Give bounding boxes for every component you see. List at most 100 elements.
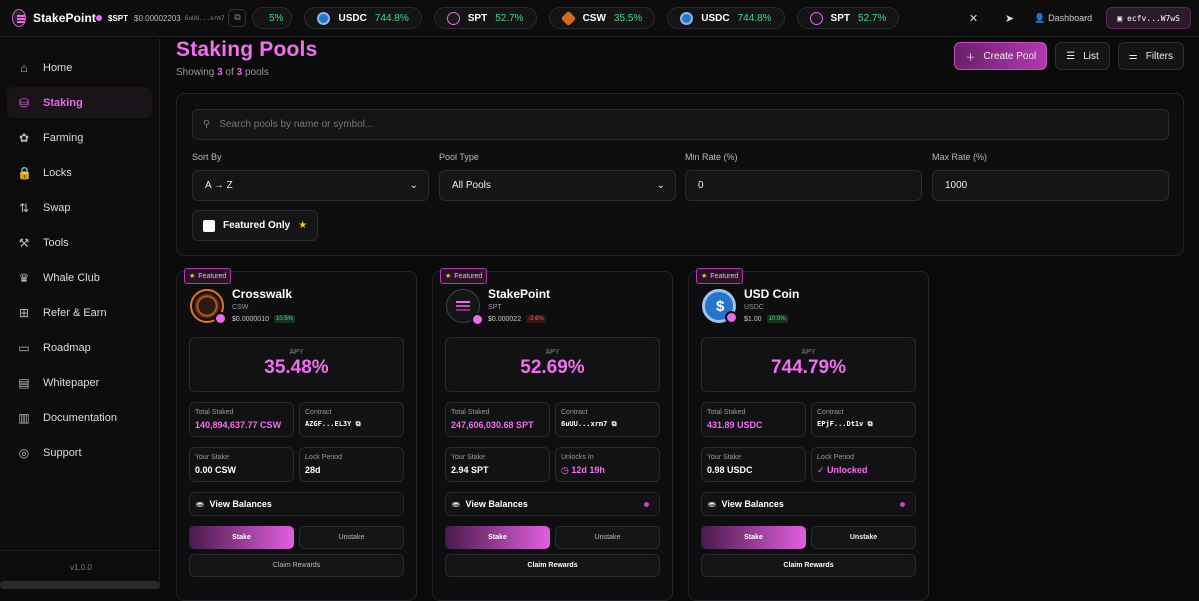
your-stake: Your Stake 2.94 SPT: [445, 447, 550, 482]
usdc-token-icon: [702, 289, 738, 324]
wallet-button[interactable]: ▣ ecfv...W7wS: [1106, 7, 1191, 29]
sidebar-item-documentation[interactable]: ▥ Documentation: [18, 410, 117, 425]
claim-rewards-button[interactable]: Claim Rewards: [189, 554, 404, 577]
view-balances-button[interactable]: ⛂ View Balances: [445, 492, 660, 516]
version-label: v1.0.0: [70, 563, 92, 572]
search-input[interactable]: ⚲ Search pools by name or symbol...: [192, 109, 1169, 140]
unstake-button[interactable]: Unstake: [555, 526, 660, 549]
copy-icon[interactable]: ⧉: [611, 420, 617, 428]
ticker-item[interactable]: USDC 744.8%: [304, 7, 422, 29]
create-pool-button[interactable]: ＋ Create Pool: [954, 42, 1048, 70]
gift-icon: ⊞: [18, 305, 30, 320]
ticker-item[interactable]: 5%: [252, 7, 293, 29]
header-actions: ＋ Create Pool ☰ List ⚌ Filters: [954, 42, 1184, 70]
chevron-down-icon: ⌄: [656, 180, 665, 191]
sidebar-item-tools[interactable]: ⚒ Tools: [18, 235, 69, 250]
pool-header: USD Coin USDC $1.00 10.0%: [702, 287, 800, 324]
tools-icon: ⚒: [18, 235, 30, 250]
sidebar-item-farming[interactable]: ✿ Farming: [18, 130, 84, 145]
map-icon: ▭: [18, 340, 30, 355]
claim-rewards-button[interactable]: Claim Rewards: [445, 554, 660, 577]
apy-value: 52.69%: [520, 357, 585, 378]
sidebar-item-support[interactable]: ◎ Support: [18, 445, 82, 460]
sidebar-item-refer[interactable]: ⊞ Refer & Earn: [18, 305, 107, 320]
price-value: $0.00002203: [134, 13, 181, 23]
stake-button[interactable]: Stake: [445, 526, 550, 549]
pool-symbol: USDC: [744, 304, 764, 311]
ticker-item[interactable]: SPT 52.7%: [433, 7, 537, 29]
spt-badge-icon: [214, 312, 227, 325]
sidebar-divider: [0, 550, 159, 551]
price-change: -3.6%: [526, 315, 546, 323]
apy-value: 744.79%: [770, 357, 846, 378]
pool-name: Crosswalk: [232, 287, 293, 301]
pool-type-select[interactable]: All Pools ⌄: [439, 170, 676, 201]
crown-icon: ♛: [18, 270, 30, 285]
copy-icon[interactable]: ⧉: [228, 9, 247, 27]
sidebar-item-swap[interactable]: ⇅ Swap: [18, 200, 71, 215]
view-balances-button[interactable]: ⛂ View Balances: [701, 492, 916, 516]
pool-symbol: SPT: [488, 304, 502, 311]
contract-address: 6uUU...xrm7 ⧉: [185, 9, 247, 27]
featured-only-toggle[interactable]: Featured Only ★: [192, 210, 319, 241]
sidebar-item-roadmap[interactable]: ▭ Roadmap: [18, 340, 91, 355]
chevron-down-icon: ⌄: [409, 180, 418, 191]
sort-select[interactable]: A → Z ⌄: [192, 170, 429, 201]
star-icon: ★: [189, 273, 196, 280]
stake-button[interactable]: Stake: [189, 526, 294, 549]
sidebar-item-whale-club[interactable]: ♛ Whale Club: [18, 270, 100, 285]
telegram-icon[interactable]: ➤: [1004, 12, 1015, 25]
unstake-button[interactable]: Unstake: [811, 526, 916, 549]
sidebar-item-home[interactable]: ⌂ Home: [7, 52, 152, 83]
type-filter: Pool Type All Pools ⌄: [439, 152, 676, 201]
sidebar-item-staking[interactable]: ⛁ Staking: [7, 87, 152, 118]
max-rate-input[interactable]: 1000: [932, 170, 1169, 201]
list-view-button[interactable]: ☰ List: [1055, 42, 1110, 70]
apy-box: APY 744.79%: [701, 337, 916, 392]
plus-icon: ＋: [965, 52, 976, 64]
top-bar: StakePoint $SPT $0.00002203 6uUU...xrm7 …: [0, 0, 1199, 37]
sliders-icon: ⚌: [1128, 50, 1138, 62]
pool-name: USD Coin: [744, 287, 800, 301]
stake-button[interactable]: Stake: [701, 526, 806, 549]
sidebar-scrollbar[interactable]: [0, 581, 159, 589]
copy-icon[interactable]: ⧉: [355, 420, 361, 428]
swap-icon: ⇅: [18, 200, 30, 215]
claim-rewards-button[interactable]: Claim Rewards: [701, 554, 916, 577]
brand[interactable]: StakePoint: [0, 9, 96, 27]
support-icon: ◎: [18, 445, 30, 460]
min-rate-label: Min Rate (%): [685, 152, 738, 162]
featured-badge: ★ Featured: [184, 268, 232, 284]
view-balances-button[interactable]: ⛂ View Balances: [189, 492, 404, 516]
featured-badge: ★ Featured: [440, 268, 488, 284]
csw-icon: [560, 10, 576, 26]
filter-panel: ⚲ Search pools by name or symbol... Sort…: [176, 93, 1184, 256]
pool-card: ★Featured USD Coin USDC $1.00 10.0% APY 7…: [688, 268, 929, 601]
unstake-button[interactable]: Unstake: [299, 526, 404, 549]
featured-checkbox[interactable]: [203, 219, 215, 232]
usdc-icon: [680, 11, 694, 25]
ticker-item[interactable]: CSW 35.5%: [548, 7, 656, 29]
dashboard-link[interactable]: 👤 Dashboard: [1034, 12, 1093, 23]
pool-symbol: CSW: [232, 304, 249, 311]
sidebar-item-locks[interactable]: 🔒 Locks: [17, 165, 72, 180]
filters-button[interactable]: ⚌ Filters: [1117, 42, 1184, 70]
token-price: $1.00: [744, 315, 762, 323]
staking-icon: ⛁: [18, 95, 30, 110]
token-price: $0.0000010: [232, 315, 269, 323]
sidebar-item-whitepaper[interactable]: ▤ Whitepaper: [18, 375, 100, 390]
star-icon: ★: [701, 273, 708, 280]
brand-name: StakePoint: [32, 11, 96, 25]
list-icon: ☰: [1066, 50, 1076, 62]
ticker-item[interactable]: SPT 52.7%: [796, 7, 900, 29]
copy-icon[interactable]: ⧉: [867, 420, 873, 428]
x-twitter-icon[interactable]: ✕: [968, 12, 979, 25]
price-change: 10.5%: [273, 315, 295, 323]
pool-header: StakePoint SPT $0.000022 -3.6%: [446, 287, 550, 326]
apy-value: 35.48%: [264, 357, 329, 378]
token-price: $0.000022: [488, 315, 522, 323]
sort-filter: Sort By A → Z ⌄: [192, 152, 429, 201]
contract-info: Contract 6uUU...xrm7 ⧉: [555, 402, 660, 437]
min-rate-input[interactable]: 0: [685, 170, 922, 201]
ticker-item[interactable]: USDC 744.8%: [667, 7, 785, 29]
